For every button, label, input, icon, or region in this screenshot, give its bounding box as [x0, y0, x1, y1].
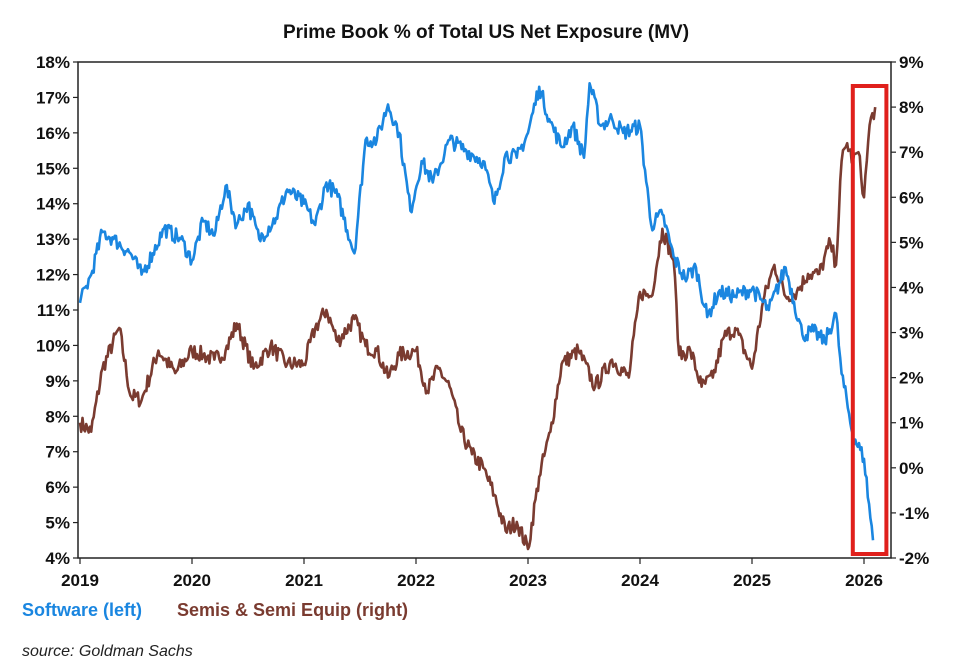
right-tick-label: 1%	[899, 414, 924, 433]
x-tick-label: 2026	[845, 571, 883, 590]
right-tick-label: 5%	[899, 233, 924, 252]
left-tick-label: 16%	[36, 124, 70, 143]
legend-semis: Semis & Semi Equip (right)	[177, 600, 408, 620]
x-tick-label: 2025	[733, 571, 771, 590]
left-tick-label: 6%	[45, 478, 70, 497]
left-tick-label: 14%	[36, 195, 70, 214]
left-tick-label: 17%	[36, 88, 70, 107]
left-tick-label: 15%	[36, 159, 70, 178]
x-tick-label: 2020	[173, 571, 211, 590]
x-tick-label: 2023	[509, 571, 547, 590]
right-tick-label: -2%	[899, 549, 929, 568]
x-axis-ticks: 2019 2020 2021 2022 2023 2024 2025 2026	[61, 558, 883, 590]
left-tick-label: 11%	[37, 301, 70, 320]
series-semis-line	[78, 106, 877, 551]
left-axis-ticks: 18% 17% 16% 15% 14% 13% 12% 11% 10% 9% 8% 7% 6% 5% 4%	[36, 53, 78, 568]
left-tick-label: 12%	[36, 266, 70, 285]
series-software-line	[78, 82, 875, 541]
left-tick-label: 8%	[45, 407, 70, 426]
left-tick-label: 4%	[45, 549, 70, 568]
left-tick-label: 5%	[45, 514, 70, 533]
x-tick-label: 2022	[397, 571, 435, 590]
right-tick-label: 0%	[899, 459, 924, 478]
source-note: source: Goldman Sachs	[22, 643, 193, 660]
left-tick-label: 10%	[36, 336, 70, 355]
right-tick-label: 9%	[899, 53, 924, 72]
chart-title: Prime Book % of Total US Net Exposure (M…	[283, 22, 689, 43]
right-tick-label: 7%	[899, 143, 924, 162]
right-tick-label: 8%	[899, 98, 924, 117]
plot-frame	[77, 61, 892, 559]
right-tick-label: 4%	[899, 278, 924, 297]
right-tick-label: 2%	[899, 369, 924, 388]
legend-software: Software (left)	[22, 600, 142, 620]
right-tick-label: 3%	[899, 324, 924, 343]
left-tick-label: 18%	[36, 53, 70, 72]
right-tick-label: 6%	[899, 188, 924, 207]
left-tick-label: 13%	[36, 230, 70, 249]
left-tick-label: 9%	[45, 372, 70, 391]
x-tick-label: 2021	[285, 571, 323, 590]
right-tick-label: -1%	[899, 504, 929, 523]
highlight-box	[850, 84, 889, 556]
x-tick-label: 2024	[621, 571, 659, 590]
x-tick-label: 2019	[61, 571, 99, 590]
right-axis-ticks: 9% 8% 7% 6% 5% 4% 3% 2% 1% 0% -1% -2%	[891, 53, 929, 568]
left-tick-label: 7%	[45, 443, 70, 462]
series-layer	[78, 82, 877, 551]
